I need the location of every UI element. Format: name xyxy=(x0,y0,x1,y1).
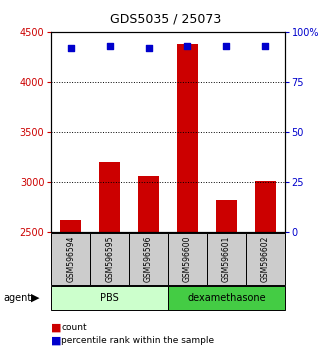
Text: ▶: ▶ xyxy=(30,293,39,303)
Point xyxy=(224,43,229,49)
Bar xyxy=(51,233,90,285)
Point xyxy=(68,45,73,51)
Text: ■: ■ xyxy=(51,336,62,346)
Text: ■: ■ xyxy=(51,322,62,332)
Text: GDS5035 / 25073: GDS5035 / 25073 xyxy=(110,12,221,25)
Text: GSM596601: GSM596601 xyxy=(222,235,231,282)
Point xyxy=(262,43,268,49)
Point xyxy=(185,43,190,49)
Bar xyxy=(246,233,285,285)
Text: GSM596595: GSM596595 xyxy=(105,235,114,282)
Bar xyxy=(168,233,207,285)
Bar xyxy=(168,286,285,310)
Bar xyxy=(51,286,168,310)
Point xyxy=(107,43,112,49)
Text: percentile rank within the sample: percentile rank within the sample xyxy=(61,336,214,345)
Text: GSM596602: GSM596602 xyxy=(261,235,270,282)
Text: GSM596594: GSM596594 xyxy=(66,235,75,282)
Bar xyxy=(90,233,129,285)
Text: agent: agent xyxy=(3,293,31,303)
Bar xyxy=(177,44,198,232)
Bar xyxy=(99,162,120,232)
Text: count: count xyxy=(61,323,87,332)
Bar xyxy=(207,233,246,285)
Bar xyxy=(138,176,159,232)
Text: dexamethasone: dexamethasone xyxy=(187,293,266,303)
Bar xyxy=(255,181,276,232)
Text: GSM596596: GSM596596 xyxy=(144,235,153,282)
Text: GSM596600: GSM596600 xyxy=(183,235,192,282)
Bar xyxy=(129,233,168,285)
Text: PBS: PBS xyxy=(100,293,119,303)
Point xyxy=(146,45,151,51)
Bar xyxy=(60,220,81,232)
Bar xyxy=(215,200,237,232)
